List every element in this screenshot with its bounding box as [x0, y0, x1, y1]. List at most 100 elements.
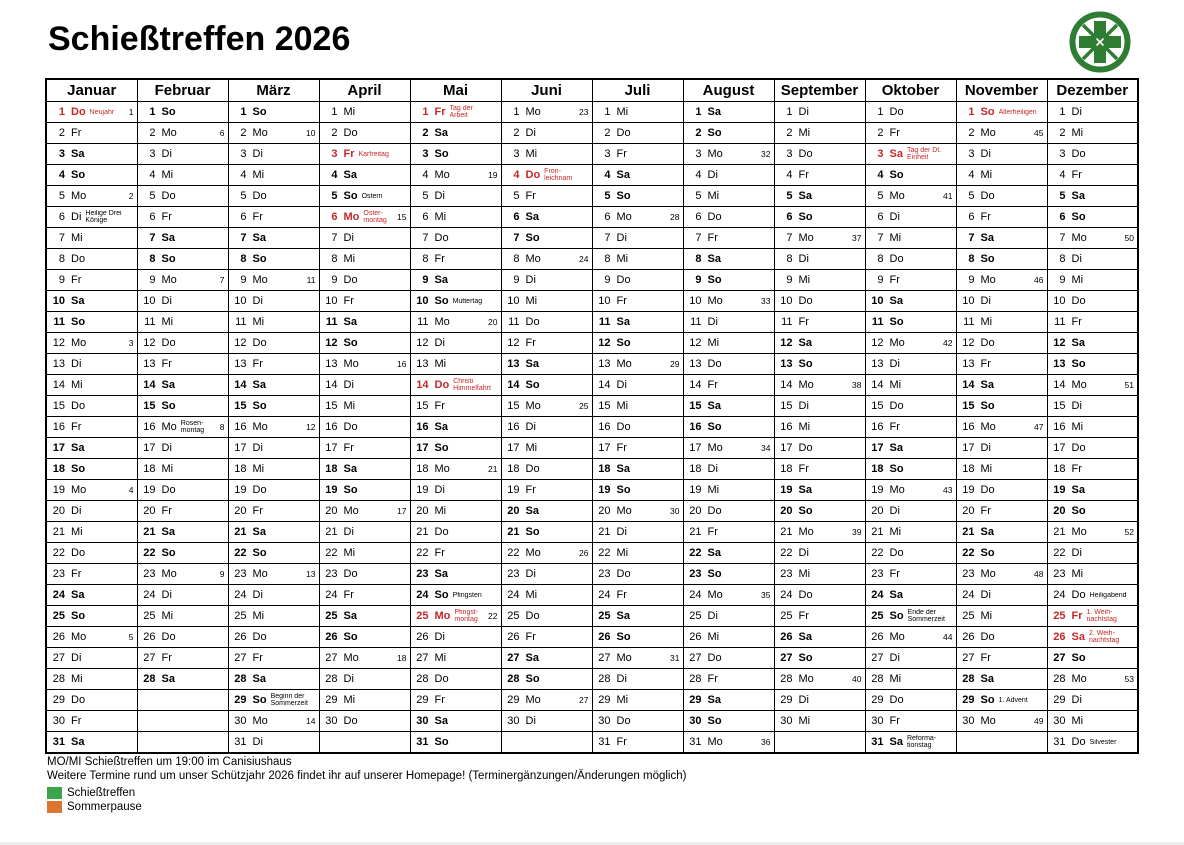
day-cell: 1 So Allerheiligen [955, 101, 1048, 123]
day-cell: 24 Fr [591, 584, 684, 606]
day-number: 22 [598, 547, 611, 559]
weekday-label: Mi [161, 316, 174, 328]
weekday-label: So [71, 463, 86, 475]
day-number: 3 [422, 148, 429, 160]
day-number: 18 [871, 463, 884, 475]
day-number: 31 [598, 736, 611, 748]
day-cell: 11 Sa [591, 311, 684, 333]
day-cell: 13 So [773, 353, 866, 375]
weekday-label: Mi [798, 715, 811, 727]
weekday-label: So [434, 589, 449, 601]
day-cell: 15 Fr [409, 395, 502, 417]
day-number: 20 [143, 505, 156, 517]
day-number: 15 [1053, 400, 1066, 412]
day-cell: 30 Do [591, 710, 684, 732]
weekday-label: Mi [252, 316, 265, 328]
day-cell: 27 Fr [227, 647, 320, 669]
week-number: 8 [218, 421, 226, 433]
weekday-label: So [71, 610, 86, 622]
weekday-label: Sa [798, 484, 812, 496]
day-cell: 28 Sa [136, 668, 229, 690]
empty-cell [136, 710, 229, 732]
day-number: 5 [877, 190, 884, 202]
weekday-label: Di [1071, 106, 1082, 118]
weekday-label: So [343, 631, 358, 643]
weekday-label: Fr [980, 652, 991, 664]
weekday-label: So [434, 295, 449, 307]
weekday-label: Di [798, 400, 809, 412]
day-number: 23 [325, 568, 338, 580]
day-number: 26 [234, 631, 247, 643]
day-number: 4 [695, 169, 702, 181]
weekday-label: Do [980, 337, 995, 349]
holiday-note: Tag der Arbeit [449, 105, 473, 119]
day-cell: 16 Mo 47 [955, 416, 1048, 438]
day-number: 3 [240, 148, 247, 160]
holiday-note: 2. Weih- nachtstag [1088, 630, 1120, 644]
day-number: 15 [962, 400, 975, 412]
day-number: 11 [417, 316, 429, 328]
day-number: 31 [416, 736, 429, 748]
day-number: 5 [1059, 190, 1066, 202]
day-number: 11 [598, 316, 611, 328]
day-number: 27 [416, 652, 429, 664]
weekday-label: So [798, 211, 813, 223]
day-cell: 9 Do [318, 269, 411, 291]
day-number: 2 [695, 127, 702, 139]
day-cell: 10 Do [1046, 290, 1139, 312]
day-number: 8 [1059, 253, 1066, 265]
day-cell: 5 Mo 2 [45, 185, 138, 207]
weekday-label: Mo [161, 421, 177, 433]
day-cell: 3 Mi [500, 143, 593, 165]
day-cell: 5 Do [227, 185, 320, 207]
day-number: 12 [52, 337, 65, 349]
day-cell: 10 So Muttertag [409, 290, 502, 312]
day-number: 19 [689, 484, 702, 496]
day-cell: 25 Mi [227, 605, 320, 627]
weekday-label: Mi [71, 526, 83, 538]
day-cell: 29 Mo 27 [500, 689, 593, 711]
day-number: 18 [962, 463, 975, 475]
day-cell: 29 So Beginn der Sommerzeit [227, 689, 320, 711]
day-number: 15 [234, 400, 247, 412]
crossed-rifles-cross-icon [1069, 11, 1131, 73]
day-number: 8 [604, 253, 611, 265]
day-number: 18 [1053, 463, 1066, 475]
day-number: 4 [604, 169, 611, 181]
day-number: 16 [598, 421, 611, 433]
weekday-label: So [616, 631, 631, 643]
weekday-label: Di [161, 148, 172, 160]
weekday-label: Mo [525, 253, 541, 265]
day-cell: 27 Mo 18 [318, 647, 411, 669]
day-cell: 28 Sa [227, 668, 320, 690]
holiday-note: Reforma- tionstag [906, 735, 937, 749]
day-number: 27 [962, 652, 975, 664]
weekday-label: Do [889, 547, 904, 559]
day-cell: 3 Do [1046, 143, 1139, 165]
calendar-row: 7 Mi 7 Sa 7 Sa 7 Di 7 Do 7 So 7 Di 7 Fr 7 Mo 37 7 Mi 7 Sa 7 Mo 50 [45, 227, 1139, 249]
day-number: 16 [871, 421, 884, 433]
day-cell: 17 Sa [45, 437, 138, 459]
weekday-label: Fr [889, 715, 900, 727]
day-cell: 7 Mi [864, 227, 957, 249]
weekday-label: Mi [252, 463, 265, 475]
day-cell: 31 Mo 36 [682, 731, 775, 754]
day-number: 19 [871, 484, 884, 496]
day-number: 16 [234, 421, 247, 433]
day-number: 22 [962, 547, 975, 559]
day-cell: 28 Mo 40 [773, 668, 866, 690]
weekday-label: Mo [798, 526, 814, 538]
day-number: 4 [1059, 169, 1066, 181]
weekday-label: Di [980, 442, 991, 454]
day-number: 5 [968, 190, 975, 202]
day-cell: 2 Mo 10 [227, 122, 320, 144]
calendar-row: 2 Fr 2 Mo 6 2 Mo 10 2 Do 2 Sa 2 Di 2 Do 2 So 2 Mi 2 Fr 2 Mo 45 2 M… [45, 122, 1139, 144]
weekday-label: Sa [161, 673, 175, 685]
day-number: 23 [780, 568, 793, 580]
weekday-label: Mo [434, 610, 451, 622]
day-number: 7 [240, 232, 247, 244]
weekday-label: Di [525, 568, 536, 580]
weekday-label: Di [71, 652, 82, 664]
day-cell: 26 Do [955, 626, 1048, 648]
weekday-label: Sa [525, 358, 539, 370]
